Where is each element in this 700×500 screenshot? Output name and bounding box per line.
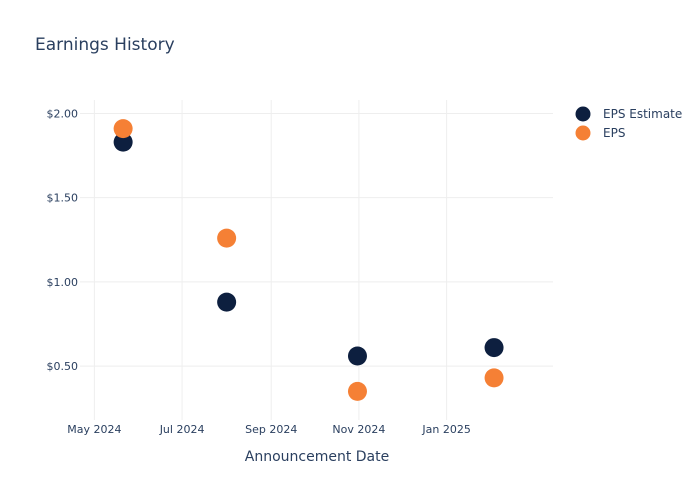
y-tick-label: $1.50: [47, 192, 79, 205]
legend-item-eps-estimate[interactable]: EPS Estimate: [575, 106, 683, 122]
x-tick-label: Jul 2024: [159, 423, 205, 436]
eps-point[interactable]: [347, 381, 367, 401]
legend-marker: [575, 125, 591, 141]
x-axis-title: Announcement Date: [245, 449, 389, 465]
eps-estimate-point[interactable]: [113, 132, 133, 152]
y-axis-ticks: $0.50 $1.00 $1.50 $2.00: [47, 107, 79, 373]
x-axis-ticks: May 2024 Jul 2024 Sep 2024 Nov 2024 Jan 2025: [67, 423, 471, 436]
legend-label: EPS Estimate: [603, 107, 682, 121]
y-tick-label: $2.00: [47, 107, 79, 120]
legend-item-eps[interactable]: EPS: [575, 125, 626, 141]
eps-estimate-point[interactable]: [347, 346, 367, 366]
x-tick-label: May 2024: [67, 423, 121, 436]
x-tick-label: Sep 2024: [245, 423, 297, 436]
y-tick-label: $1.00: [47, 276, 79, 289]
chart-title: Earnings History: [35, 35, 175, 55]
legend-marker: [575, 106, 591, 122]
eps-point[interactable]: [484, 368, 504, 388]
eps-point[interactable]: [113, 119, 133, 139]
eps-estimate-point[interactable]: [484, 338, 504, 358]
x-tick-label: Jan 2025: [421, 423, 470, 436]
gridlines: [80, 100, 553, 420]
y-tick-label: $0.50: [47, 360, 79, 373]
data-points: [113, 119, 504, 401]
eps-estimate-point[interactable]: [217, 292, 237, 312]
eps-point[interactable]: [217, 228, 237, 248]
legend[interactable]: EPS Estimate EPS: [575, 106, 683, 141]
x-tick-label: Nov 2024: [332, 423, 385, 436]
legend-label: EPS: [603, 126, 625, 140]
